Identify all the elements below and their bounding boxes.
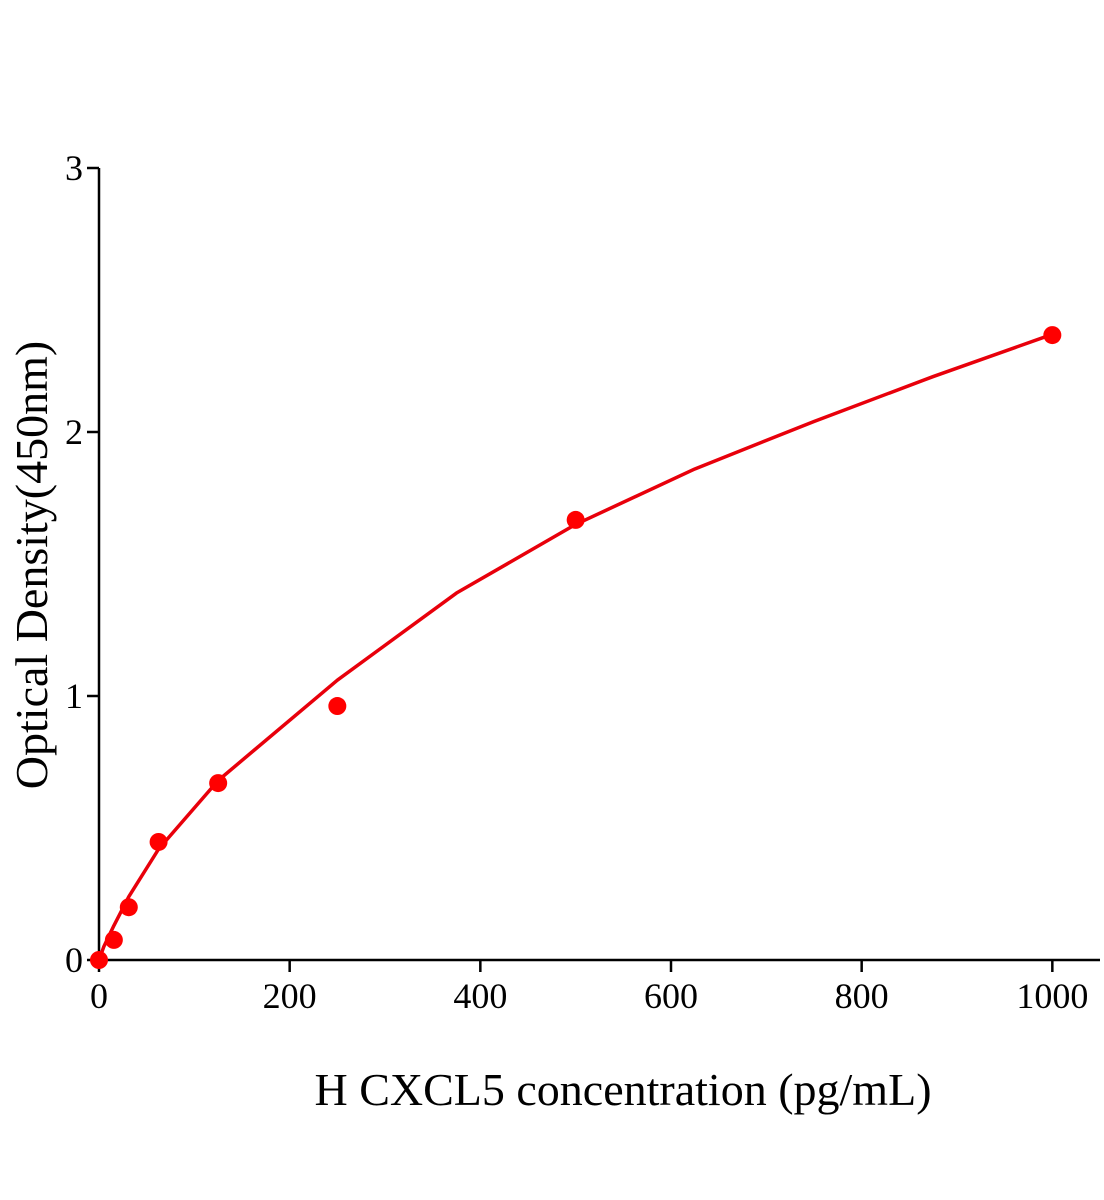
data-point xyxy=(90,951,108,969)
y-axis-label: Optical Density(450nm) xyxy=(6,341,57,789)
data-point xyxy=(328,697,347,716)
x-axis-label: H CXCL5 concentration (pg/mL) xyxy=(314,1064,931,1115)
y-tick-label: 2 xyxy=(65,412,83,452)
x-tick-label: 0 xyxy=(90,976,108,1016)
x-tick-label: 1000 xyxy=(1016,976,1088,1016)
y-tick-label: 3 xyxy=(65,148,83,188)
x-tick-label: 600 xyxy=(644,976,698,1016)
data-point xyxy=(149,832,168,851)
x-tick-label: 400 xyxy=(453,976,507,1016)
data-point xyxy=(1043,326,1062,345)
data-point xyxy=(209,774,228,793)
data-point xyxy=(119,898,138,917)
y-tick-label: 0 xyxy=(65,940,83,980)
data-point xyxy=(104,930,123,949)
x-tick-label: 200 xyxy=(263,976,317,1016)
x-tick-label: 800 xyxy=(835,976,889,1016)
y-tick-label: 1 xyxy=(65,676,83,716)
fit-curve xyxy=(97,332,1053,961)
data-point xyxy=(566,510,585,529)
